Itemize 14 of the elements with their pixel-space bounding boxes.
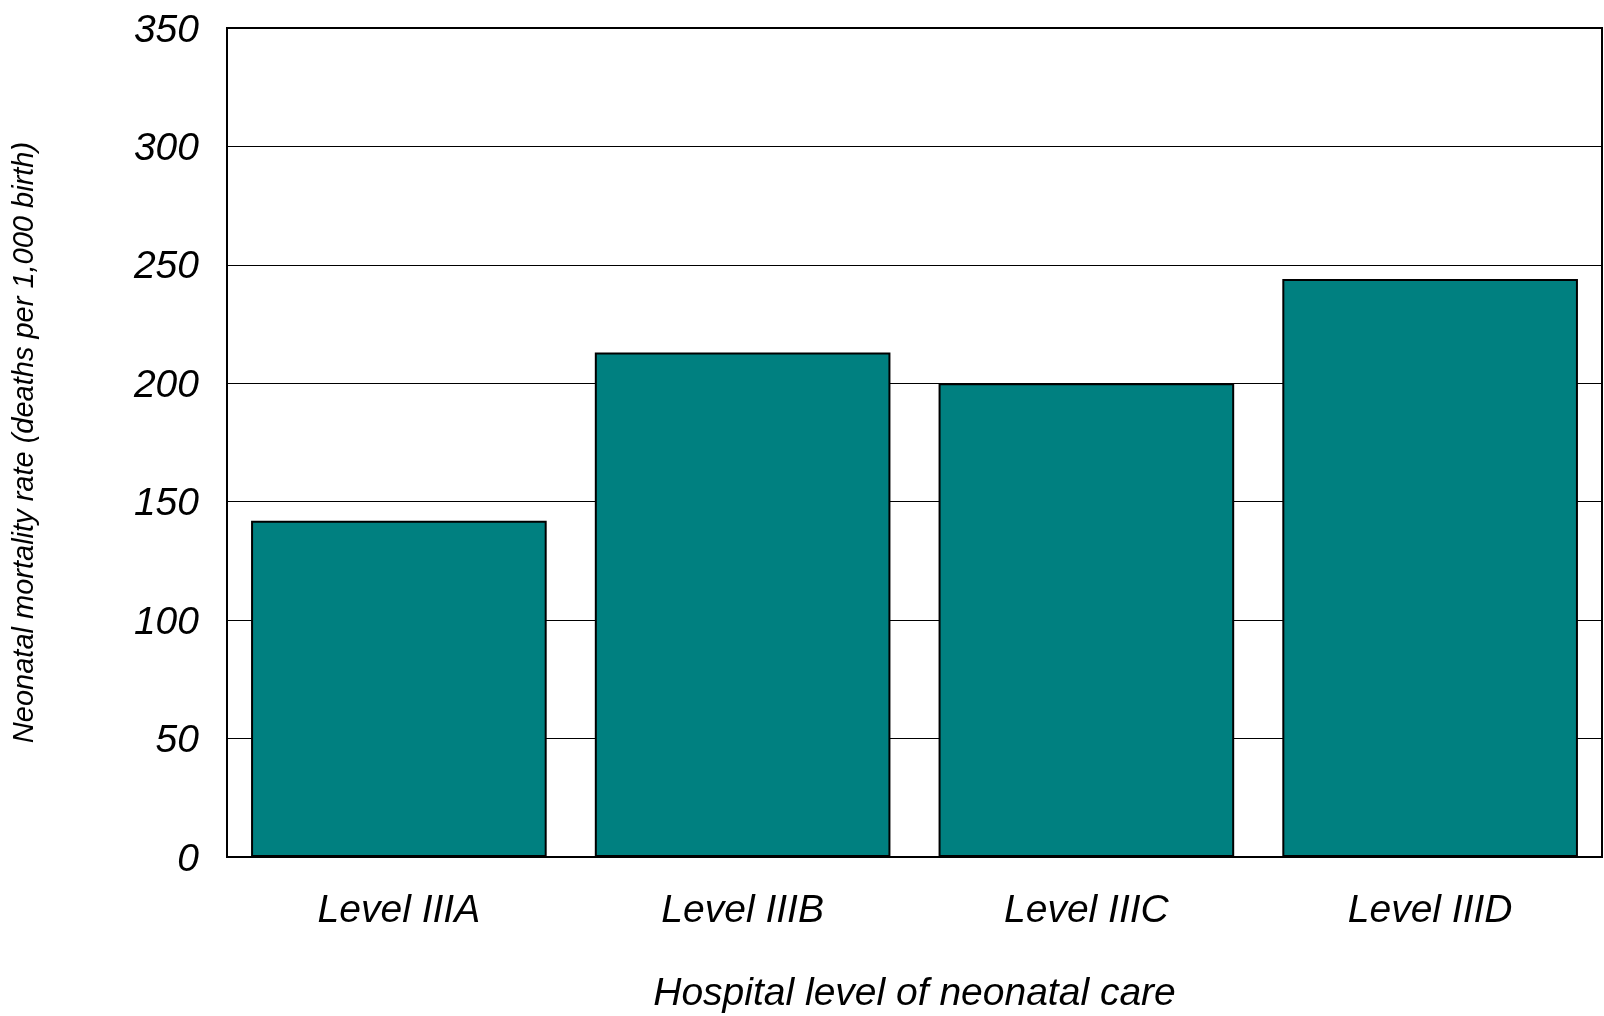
y-tick-label: 100 <box>133 598 200 642</box>
y-tick-label: 0 <box>177 835 200 879</box>
x-tick-label: Level IIIC <box>1004 887 1170 930</box>
y-tick-label: 200 <box>132 361 200 405</box>
x-axis-title: Hospital level of neonatal care <box>653 970 1176 1013</box>
y-tick-label: 250 <box>132 243 200 287</box>
x-tick-label: Level IIIA <box>317 887 481 930</box>
y-tick-label: 300 <box>133 124 200 168</box>
y-axis-title: Neonatal mortality rate (deaths per 1,000 birth) <box>6 141 39 744</box>
x-tick-label: Level IIID <box>1347 887 1513 930</box>
y-tick-label: 350 <box>133 6 200 50</box>
y-tick-label: 50 <box>155 717 200 761</box>
y-tick-label: 150 <box>133 480 200 524</box>
x-tick-label: Level IIIB <box>661 887 824 930</box>
